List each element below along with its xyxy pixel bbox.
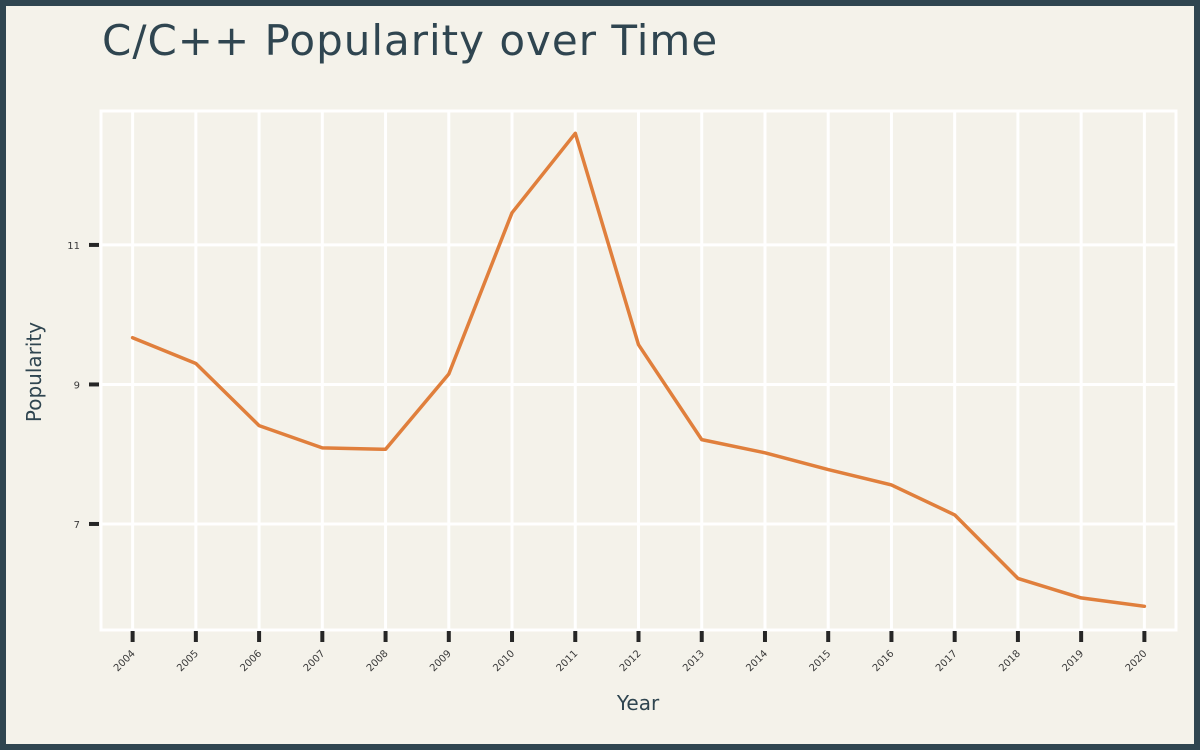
chart-frame: C/C++ Popularity over Time 2004 2005 2006 2… [6,6,1194,744]
y-tick-label: 11 [67,241,80,252]
x-tick-label: 2014 [744,648,770,674]
x-tick-label: 2012 [618,648,644,674]
x-tick-label: 2017 [934,648,960,674]
x-tick-label: 2019 [1060,648,1086,674]
x-tick-label: 2009 [428,648,454,674]
y-axis-title: Popularity [22,322,46,422]
x-tick-label: 2005 [175,648,201,674]
series-line [130,131,1147,609]
line-chart: 2004 2005 2006 2007 2008 2009 2010 2011 2012 2013… [22,109,1178,715]
x-tick-label: 2006 [238,648,264,674]
tick-layer: 2004 2005 2006 2007 2008 2009 2010 2011 2012 2013… [67,241,1149,674]
x-tick-label: 2015 [808,648,834,674]
x-tick-label: 2008 [365,648,391,674]
grid-layer [101,111,1176,630]
series-layer [130,131,1147,609]
x-tick-label: 2011 [555,648,581,674]
chart-title: C/C++ Popularity over Time [102,16,719,65]
y-tick-label: 9 [74,380,80,391]
x-tick-label: 2013 [681,648,707,674]
x-axis-title: Year [616,691,660,715]
x-tick-label: 2020 [1124,648,1150,674]
x-tick-label: 2018 [997,648,1023,674]
x-tick-label: 2010 [491,648,517,674]
x-tick-label: 2007 [302,648,328,674]
plot-panel-border [99,109,1178,632]
x-tick-label: 2004 [112,648,138,674]
y-tick-label: 7 [74,520,80,531]
x-tick-label: 2016 [871,648,897,674]
